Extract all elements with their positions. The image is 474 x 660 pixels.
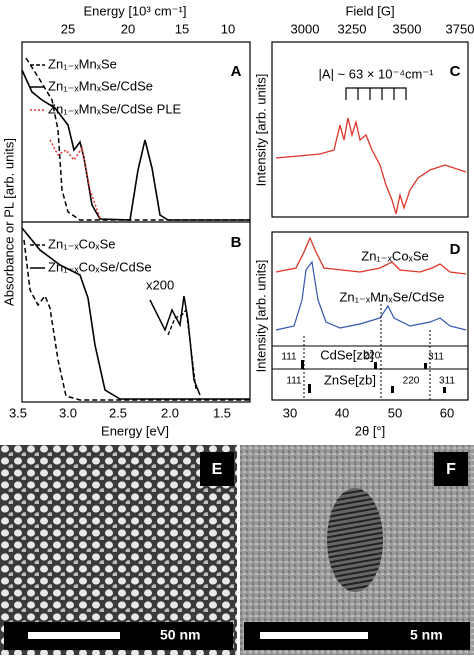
- axis-title: Energy [10³ cm⁻¹]: [84, 3, 187, 18]
- tick-label: 20: [121, 21, 135, 36]
- annotation: |A| ~ 63 × 10⁻⁴cm⁻¹: [319, 66, 435, 81]
- xrd-curve: [275, 260, 467, 331]
- annotation: x200: [146, 277, 174, 292]
- axes-box: [271, 41, 469, 218]
- peak-label: 111: [281, 352, 297, 363]
- reference-peak: [391, 386, 394, 393]
- scale-label: 5 nm: [410, 627, 443, 643]
- curve: [149, 295, 201, 396]
- axis-title: Energy [eV]: [101, 423, 169, 438]
- curve: [21, 69, 250, 221]
- axis-title: Intensity [arb. units]: [253, 260, 268, 373]
- epr-curve: [275, 117, 467, 215]
- panel-label: A: [231, 63, 242, 80]
- tick-label: 3750: [446, 21, 474, 36]
- peak-label: 111: [286, 376, 302, 387]
- panel-label: B: [231, 234, 242, 251]
- legend-label: Zn₁₋ₓCoₓSe/CdSe: [48, 259, 152, 274]
- axis-title: Field [G]: [345, 3, 394, 18]
- tick-label: 3250: [338, 21, 367, 36]
- tick-label: 3500: [393, 21, 422, 36]
- tick-label: 10: [221, 21, 235, 36]
- tick-label: 50: [388, 405, 402, 420]
- legend-label: Zn₁₋ₓMnₓSe: [48, 56, 117, 71]
- xrd-curve: [275, 236, 467, 275]
- curve: [21, 227, 250, 400]
- panel-label: F: [446, 461, 456, 478]
- scale-bar: [28, 632, 120, 639]
- curve: [23, 239, 250, 401]
- peak-label: 220: [364, 351, 381, 362]
- reference-peak: [443, 387, 446, 393]
- scale-label: 50 nm: [160, 627, 200, 643]
- reference-label: ZnSe[zb]: [324, 372, 376, 387]
- label-box: [434, 452, 468, 486]
- tick-label: 1.5: [213, 405, 231, 420]
- tick-label: 40: [335, 405, 349, 420]
- legend-label: Zn₁₋ₓMnₓSe/CdSe PLE: [48, 101, 182, 116]
- axis-title: Intensity [arb. units]: [253, 74, 268, 187]
- axis-title: 2θ [°]: [355, 423, 386, 438]
- tick-label: 2.0: [161, 405, 179, 420]
- curve: [167, 308, 197, 391]
- tick-label: 15: [175, 21, 189, 36]
- tick-label: 3000: [291, 21, 320, 36]
- tick-label: 30: [283, 405, 297, 420]
- reference-peak: [424, 363, 427, 369]
- peak-label: 311: [439, 376, 455, 387]
- label-box: [200, 452, 234, 486]
- reference-label: CdSe[zb]: [320, 347, 373, 362]
- peak-label: 220: [403, 376, 420, 387]
- panel-label: E: [212, 461, 223, 478]
- hyperfine-comb: [345, 87, 407, 100]
- curve: [49, 139, 101, 219]
- tick-label: 60: [440, 405, 454, 420]
- tick-label: 3.5: [9, 405, 27, 420]
- panel-label: D: [450, 241, 461, 258]
- legend-label: Zn₁₋ₓMnₓSe/CdSe: [48, 78, 153, 93]
- tick-label: 2.5: [109, 405, 127, 420]
- nanocrystal: [327, 488, 383, 592]
- sem-image: [0, 445, 237, 655]
- tick-label: 25: [61, 21, 75, 36]
- series-label: Zn₁₋ₓMnₓSe/CdSe: [339, 289, 444, 304]
- panel-label: C: [450, 63, 461, 80]
- reference-peak: [301, 360, 304, 369]
- legend-label: Zn₁₋ₓCoₓSe: [48, 236, 115, 251]
- scale-bar: [260, 632, 368, 639]
- series-label: Zn₁₋ₓCoₓSe: [361, 248, 428, 263]
- reference-peak: [308, 384, 311, 393]
- tick-label: 3.0: [59, 405, 77, 420]
- axes-box: [271, 231, 469, 401]
- reference-peak: [374, 362, 377, 369]
- peak-label: 311: [428, 352, 444, 363]
- axis-title: Absorbance or PL [arb. units]: [1, 138, 16, 306]
